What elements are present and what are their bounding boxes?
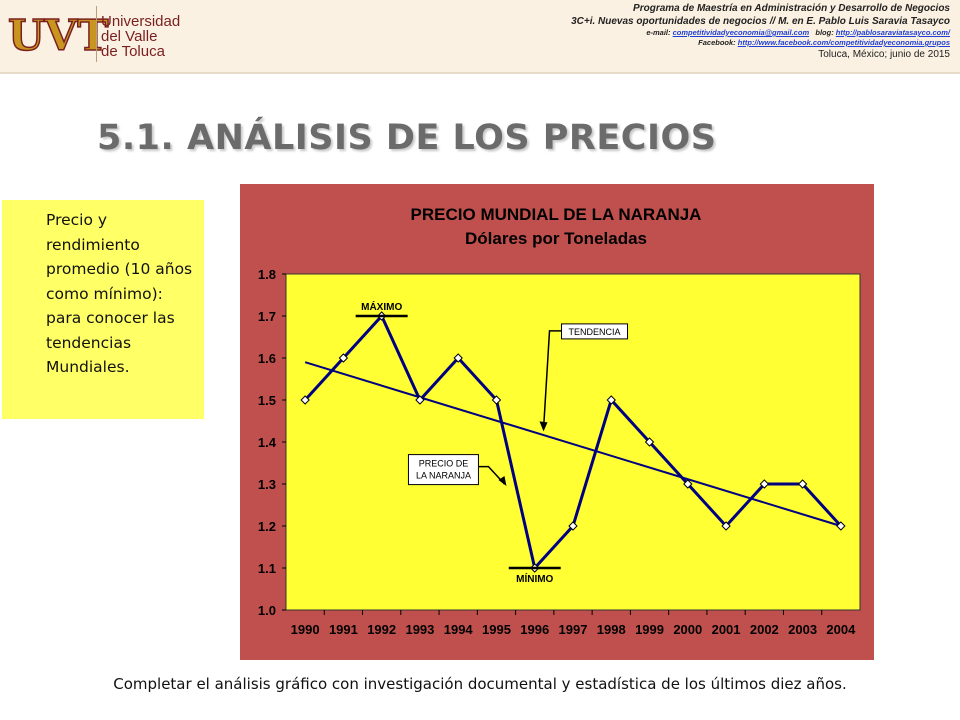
logo-name-line-3: de Toluca <box>101 43 165 60</box>
data-point-marker <box>683 479 693 489</box>
email-link[interactable]: competitividadyeconomia@gmail.com <box>672 28 810 37</box>
y-tick-label: 1.2 <box>258 519 276 534</box>
series-arrow-head <box>498 476 507 486</box>
trend-arrow-head <box>539 421 548 432</box>
y-tick-label: 1.0 <box>258 603 276 618</box>
slide-title: 5.1. ANÁLISIS DE LOS PRECIOS <box>97 118 717 158</box>
note-box <box>2 200 204 419</box>
blog-link[interactable]: http://pablosaraviatasayco.com/ <box>835 28 950 37</box>
data-point-marker <box>415 395 425 405</box>
x-tick-label: 2000 <box>673 622 702 637</box>
trend-callout-arrow <box>542 330 562 430</box>
uvt-logo: UVT <box>7 6 109 62</box>
x-tick-label: 2003 <box>788 622 817 637</box>
price-series <box>300 311 846 573</box>
uvt-logo-mark: UVT <box>8 11 108 60</box>
facebook-link[interactable]: http://www.facebook.com/competitividadye… <box>737 38 950 47</box>
y-tick-label: 1.6 <box>258 351 276 366</box>
facebook-label: Facebook: <box>698 38 736 47</box>
y-tick-label: 1.3 <box>258 477 276 492</box>
chart-title: PRECIO MUNDIAL DE LA NARANJA <box>411 205 702 224</box>
logo-name-line-2: del Valle <box>101 28 158 45</box>
x-tick-label: 1993 <box>405 622 434 637</box>
y-tick-label: 1.7 <box>258 309 276 324</box>
y-axis: 1.0 1.1 1.2 1.3 1.4 1.5 1.6 1.7 1.8 <box>258 267 286 618</box>
email-label: e-mail: <box>646 28 671 37</box>
data-point-marker <box>568 521 578 531</box>
data-point-marker <box>606 395 616 405</box>
y-tick-label: 1.4 <box>258 435 277 450</box>
data-point-marker <box>721 521 731 531</box>
data-point-marker <box>836 521 846 531</box>
x-tick-label: 1991 <box>329 622 358 637</box>
logo-name-line-1: Universidad <box>101 13 181 30</box>
y-tick-label: 1.8 <box>258 267 276 282</box>
data-point-marker <box>453 353 463 363</box>
data-point-marker <box>491 395 502 405</box>
contact-line: e-mail: competitividadyeconomia@gmail.co… <box>571 28 950 38</box>
x-tick-label: 1996 <box>520 622 549 637</box>
x-tick-label: 2001 <box>712 622 741 637</box>
program-name: Programa de Maestría en Administración y… <box>633 3 950 14</box>
header-banner: UVT Universidad del Valle de Toluca Prog… <box>0 0 960 74</box>
x-tick-label: 1998 <box>597 622 626 637</box>
note-text: Precio y rendimiento promedio (10 años c… <box>46 211 193 376</box>
data-point-marker <box>759 479 770 489</box>
uvt-logo-name: Universidad del Valle de Toluca <box>101 14 180 59</box>
footer-note: Completar el análisis gráfico con invest… <box>113 675 847 693</box>
facebook-line: Facebook: http://www.facebook.com/compet… <box>571 38 950 48</box>
trend-callout-box <box>561 323 629 340</box>
chart-subtitle: Dólares por Toneladas <box>465 229 647 248</box>
x-tick-label: 2004 <box>826 622 856 637</box>
x-tick-label: 1997 <box>559 622 588 637</box>
blog-label: blog: <box>815 28 834 37</box>
series-callout-label: PRECIO DE <box>419 459 469 469</box>
x-tick-label: 1995 <box>482 622 511 637</box>
x-tick-label: 2002 <box>750 622 779 637</box>
data-point-marker <box>338 353 349 363</box>
y-tick-label: 1.5 <box>258 393 276 408</box>
data-point-marker <box>644 437 655 447</box>
series-callout-label: LA NARANJA <box>416 471 471 481</box>
x-tick-label: 1992 <box>367 622 396 637</box>
course-name: 3C+i. Nuevas oportunidades de negocios /… <box>571 16 950 27</box>
header-info: Programa de Maestría en Administración y… <box>571 2 950 61</box>
place-date: Toluca, México; junio de 2015 <box>818 49 950 60</box>
x-tick-label: 1990 <box>291 622 320 637</box>
x-tick-label: 1994 <box>444 622 474 637</box>
trend-callout-label: TENDENCIA <box>569 327 621 337</box>
orange-price-chart: PRECIO MUNDIAL DE LA NARANJA Dólares por… <box>240 184 874 660</box>
y-tick-label: 1.1 <box>258 561 276 576</box>
chart-annotations: MÁXIMO MÍNIMO TENDENCIA PRECIO DE LA NARANJA <box>355 300 629 585</box>
x-tick-label: 1999 <box>635 622 664 637</box>
max-label: MÁXIMO <box>361 300 402 313</box>
min-label: MÍNIMO <box>516 572 553 585</box>
series-callout-arrow <box>478 465 506 485</box>
x-axis: 1990 1991 1992 1993 1994 1995 1996 1997 1998 1999… <box>291 610 856 637</box>
data-point-marker <box>300 395 310 405</box>
series-callout-box <box>407 454 479 486</box>
data-point-marker <box>797 479 808 489</box>
